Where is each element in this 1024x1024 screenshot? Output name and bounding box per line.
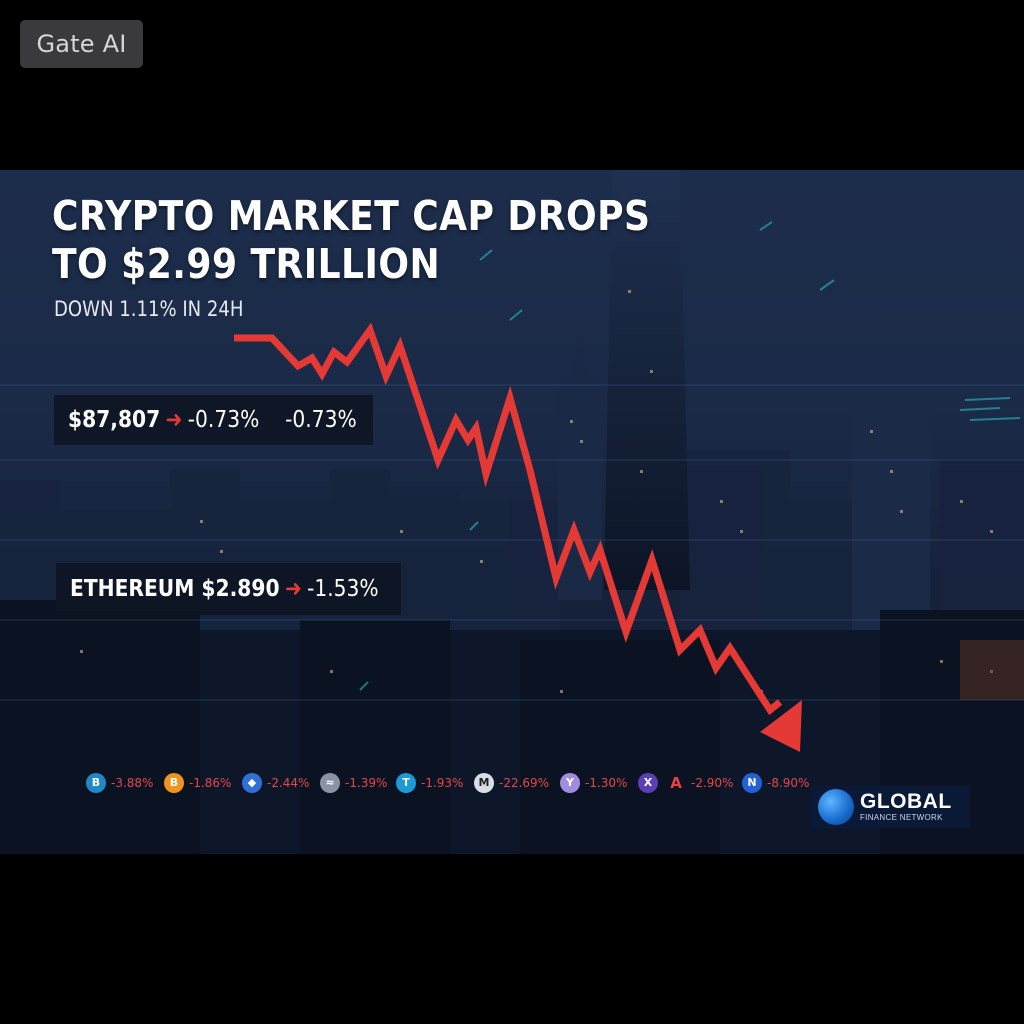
ticker-change: -1.93% — [421, 776, 464, 790]
ticker-change: -2.90% — [691, 776, 734, 790]
ticker-item: M -22.69% — [474, 770, 549, 796]
ticker-change: -2.44% — [267, 776, 310, 790]
ticker-item: B -3.88% — [86, 770, 153, 796]
ticker-item: N -8.90% — [742, 770, 809, 796]
ticker-change: -1.86% — [189, 776, 232, 790]
logo-line-2: FINANCE NETWORK — [860, 812, 943, 822]
subheadline: DOWN 1.11% IN 24H — [54, 297, 244, 321]
token-grey-icon: ≈ — [320, 773, 340, 793]
headline: CRYPTO MARKET CAP DROPS TO $2.99 TRILLIO… — [52, 192, 732, 288]
logo-line-1: GLOBAL — [860, 789, 952, 813]
ticker-item: Y -1.30% — [560, 770, 627, 796]
global-finance-network-logo: GLOBAL FINANCE NETWORK — [810, 786, 970, 828]
ticker-item: B -1.86% — [164, 770, 231, 796]
ethereum-change: -1.53% — [307, 576, 379, 602]
token-blue-icon: N — [742, 773, 762, 793]
headline-line-2: TO $2.99 TRILLION — [52, 240, 441, 288]
ethereum-icon: ◆ — [242, 773, 262, 793]
bitcoin-price: $87,807 — [68, 407, 161, 433]
token-purple-icon: Y — [560, 773, 580, 793]
ticker-item: ◆ -2.44% — [242, 770, 309, 796]
bitcoin-icon: B — [86, 773, 106, 793]
market-trend-line — [234, 322, 783, 716]
ethereum-price: ETHEREUM $2.890 — [70, 576, 280, 602]
ticker-change: -8.90% — [767, 776, 810, 790]
headline-line-1: CRYPTO MARKET CAP DROPS — [52, 192, 651, 240]
token-violet-icon: X — [638, 773, 658, 793]
globe-icon — [818, 789, 854, 825]
ticker-change: -3.88% — [111, 776, 154, 790]
ticker-item: A -2.90% — [666, 770, 733, 796]
ticker-change: -1.30% — [585, 776, 628, 790]
avalanche-icon: A — [670, 774, 682, 792]
crypto-ticker: B -3.88% B -1.86% ◆ -2.44% ≈ -1.39% T -1.93% … — [86, 770, 826, 796]
bitcoin-change-repeat: -0.73% — [285, 407, 357, 433]
news-graphic: CRYPTO MARKET CAP DROPS TO $2.99 TRILLIO… — [0, 170, 1024, 854]
ticker-item: X — [638, 770, 663, 796]
token-white-icon: M — [474, 773, 494, 793]
ticker-item: T -1.93% — [396, 770, 463, 796]
gate-ai-badge: Gate AI — [20, 20, 143, 68]
arrow-right-icon: ➜ — [284, 576, 302, 602]
ticker-change: -1.39% — [345, 776, 388, 790]
tether-icon: T — [396, 773, 416, 793]
ethereum-price-box: ETHEREUM $2.890 ➜ -1.53% — [56, 563, 401, 615]
ticker-item: ≈ -1.39% — [320, 770, 387, 796]
ticker-change: -22.69% — [499, 776, 550, 790]
bitcoin-change: -0.73% — [187, 407, 260, 433]
bitcoin-orange-icon: B — [164, 773, 184, 793]
bitcoin-price-box: $87,807 ➜ -0.73% -0.73% — [54, 395, 373, 445]
arrow-right-icon: ➜ — [165, 407, 183, 433]
